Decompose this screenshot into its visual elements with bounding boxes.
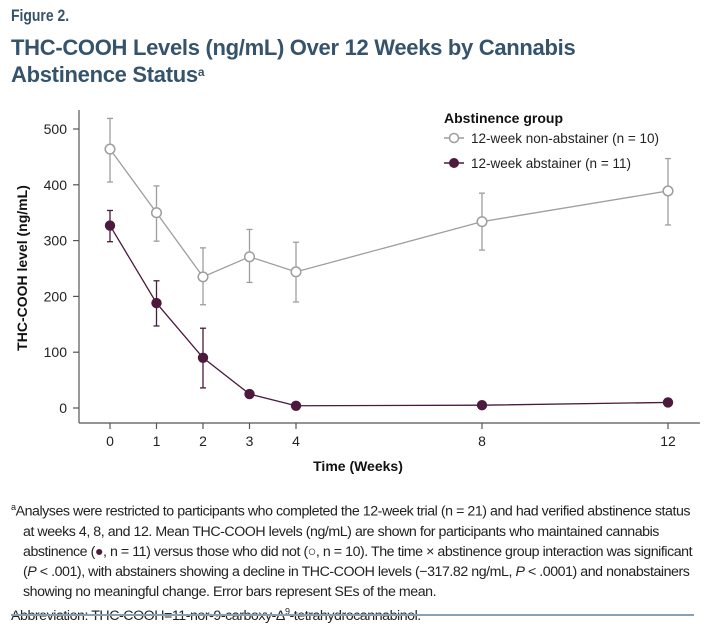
data-point-non-abstainer — [150, 207, 163, 219]
legend-label-non-abstainer: 12-week non-abstainer (n = 10) — [471, 131, 659, 146]
x-tick-label: 2 — [199, 433, 207, 449]
series-abstainer — [104, 209, 674, 411]
y-tick-label: 200 — [44, 288, 68, 304]
x-tick-label: 12 — [660, 433, 676, 449]
footnote-text-part: , n = 11) versus those who did not ( — [103, 543, 308, 560]
legend: Abstinence group 12-week non-abstainer (… — [444, 110, 659, 171]
p-value-symbol: P — [515, 563, 525, 580]
figure-label: Figure 2. — [11, 6, 70, 25]
data-point-abstainer — [244, 388, 255, 400]
figure-title-text: THC-COOH Levels (ng/mL) Over 12 Weeks by… — [11, 35, 576, 87]
series-line-abstainer — [109, 225, 669, 407]
bottom-rule — [11, 614, 694, 616]
footnote-text-part: abstinence ( — [23, 543, 95, 560]
y-tick-label: 100 — [44, 344, 68, 360]
y-axis: 0 100 200 300 400 500 THC-COOH level (ng/mL) — [14, 110, 80, 423]
series-non-abstainer — [104, 117, 674, 306]
y-axis-label: THC-COOH level (ng/mL) — [14, 185, 30, 351]
data-point-non-abstainer — [197, 271, 209, 283]
data-point-non-abstainer — [104, 143, 116, 155]
p-value-symbol: P — [27, 563, 37, 580]
x-tick-label: 1 — [153, 433, 161, 449]
x-axis-label: Time (Weeks) — [313, 458, 403, 474]
data-point-non-abstainer — [662, 185, 674, 197]
footnote: aAnalyses were restricted to participant… — [11, 497, 701, 626]
x-tick-label: 4 — [292, 433, 300, 449]
abbreviation-text: -tetrahydrocannabinol. — [289, 608, 422, 625]
figure-title: THC-COOH Levels (ng/mL) Over 12 Weeks by… — [11, 34, 651, 88]
title-footnote-marker: a — [197, 65, 205, 79]
legend-label-abstainer: 12-week abstainer (n = 11) — [471, 156, 631, 171]
footnote-text: aAnalyses were restricted to participant… — [11, 497, 701, 626]
y-tick-label: 0 — [59, 400, 67, 416]
legend-item-abstainer: 12-week abstainer (n = 11) — [444, 156, 631, 171]
x-tick-label: 0 — [106, 433, 114, 449]
y-tick-label: 400 — [44, 177, 68, 193]
abbreviation-superscript: 9 — [284, 606, 290, 617]
x-axis: 0 1 2 3 4 8 12 Time (Weeks) — [79, 422, 700, 474]
data-point-abstainer — [662, 397, 674, 408]
footnote-text-part: < .001), with abstainers showing a decli… — [36, 563, 516, 580]
series-layer — [104, 117, 674, 411]
open-circle-icon — [448, 132, 460, 144]
data-point-abstainer — [104, 220, 116, 231]
filled-circle-icon — [449, 158, 459, 168]
data-point-abstainer — [290, 400, 302, 411]
footnote-line-4: (P < .001), with abstainers showing a de… — [11, 562, 701, 582]
open-circle-symbol-icon: ○ — [307, 543, 317, 560]
data-point-abstainer — [151, 297, 162, 309]
filled-circle-symbol-icon: ● — [94, 543, 104, 560]
data-point-abstainer — [476, 400, 488, 411]
footnote-text-part: ( — [23, 563, 28, 580]
x-tick-label: 8 — [478, 433, 486, 449]
footnote-text-part: < .0001) and nonabstainers — [524, 563, 690, 580]
footnote-line-5: showing no meaningful change. Error bars… — [23, 583, 437, 600]
x-tick-label: 3 — [246, 433, 254, 449]
y-tick-label: 300 — [44, 233, 68, 249]
footnote-text-part: , n = 10). The time × abstinence group i… — [315, 543, 693, 560]
data-point-non-abstainer — [290, 266, 302, 278]
abbreviation: Abbreviation: THC-COOH=11-nor-9-carboxy-… — [11, 606, 422, 625]
footnote-line-1: Analyses were restricted to participants… — [15, 503, 691, 520]
abbreviation-text: Abbreviation: THC-COOH=11-nor-9-carboxy-… — [11, 608, 285, 625]
footnote-line-2: at weeks 4, 8, and 12. Mean THC-COOH lev… — [23, 523, 659, 540]
footnote-marker: a — [11, 502, 16, 512]
legend-item-non-abstainer: 12-week non-abstainer (n = 10) — [444, 131, 659, 146]
y-tick-label: 500 — [44, 121, 68, 137]
data-point-abstainer — [197, 352, 209, 363]
footnote-line-3: abstinence (●, n = 11) versus those who … — [11, 542, 701, 562]
legend-title: Abstinence group — [444, 110, 563, 126]
data-point-non-abstainer — [476, 216, 488, 228]
data-point-non-abstainer — [243, 251, 256, 263]
